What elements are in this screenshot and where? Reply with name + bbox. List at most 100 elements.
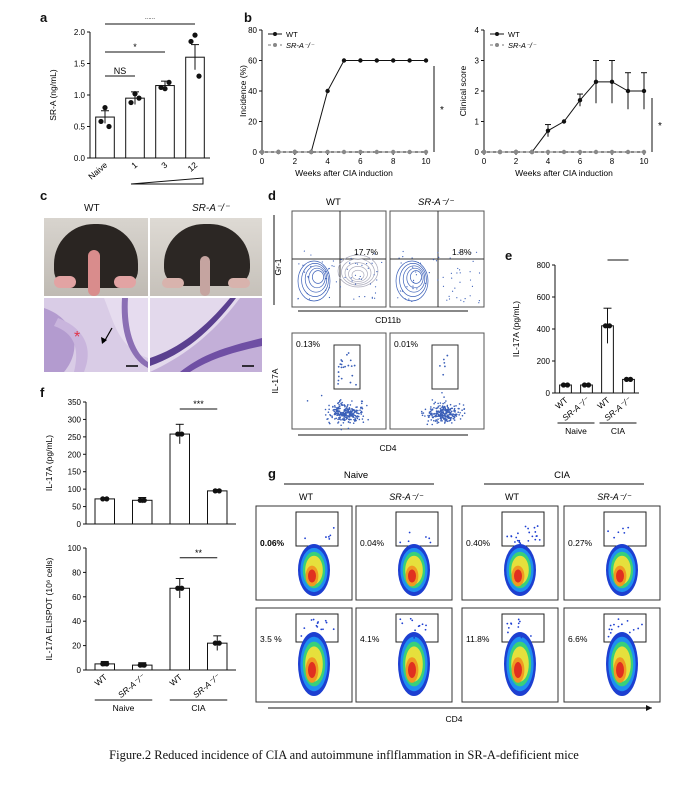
data-point bbox=[423, 149, 429, 155]
facs-dot bbox=[343, 408, 346, 411]
facs-dot bbox=[340, 359, 343, 361]
facs-dot bbox=[369, 283, 372, 285]
facs-dot bbox=[332, 409, 335, 411]
y-tick-label: 1.5 bbox=[74, 60, 86, 69]
y-tick-label: 100 bbox=[68, 544, 82, 553]
facs-dot bbox=[527, 539, 530, 542]
facs-dot bbox=[343, 404, 346, 407]
facs-dot bbox=[334, 406, 336, 408]
data-point bbox=[309, 149, 314, 155]
facs-dot bbox=[331, 416, 333, 419]
facs-dot bbox=[472, 260, 474, 262]
x-tick-label: 1 bbox=[129, 160, 139, 171]
facs-dot bbox=[607, 635, 610, 638]
facs-dot bbox=[413, 281, 415, 283]
facs-dot bbox=[358, 296, 360, 298]
facs-dot bbox=[436, 420, 439, 422]
data-point bbox=[341, 58, 347, 63]
group-label-cia: CIA bbox=[554, 470, 571, 481]
facs-dot bbox=[373, 253, 375, 255]
facs-dot bbox=[320, 394, 323, 397]
panel-d-ko-label: SR-A⁻/⁻ bbox=[418, 197, 454, 208]
facs-dot bbox=[463, 412, 466, 414]
bar bbox=[125, 97, 145, 159]
panel-b-incidence-chart: 0 20 40 60 80 0 2 4 6 8 10 Weeks after CIA inductio… bbox=[238, 26, 444, 178]
y-tick-label: 600 bbox=[537, 293, 551, 302]
facs-dot bbox=[340, 428, 343, 431]
facs-dot bbox=[433, 419, 435, 422]
facs-dot bbox=[310, 265, 312, 268]
facs-dot bbox=[350, 277, 352, 279]
facs-dot bbox=[337, 383, 339, 385]
legend-label: SR-A⁻/⁻ bbox=[508, 41, 537, 50]
facs-dot bbox=[458, 407, 460, 410]
facs-dot bbox=[412, 285, 414, 287]
group-label: CIA bbox=[191, 703, 206, 713]
significance-label: ** bbox=[195, 548, 203, 558]
facs-dot bbox=[441, 416, 443, 419]
facs-dot bbox=[412, 279, 415, 281]
facs-x-arrowhead bbox=[646, 705, 652, 711]
facs-dot bbox=[340, 411, 343, 414]
facs-dot bbox=[357, 412, 359, 415]
y-tick-label: 80 bbox=[72, 568, 81, 577]
facs-dot bbox=[417, 261, 419, 264]
facs-dot bbox=[447, 411, 450, 414]
bar bbox=[132, 499, 153, 525]
facs-gate bbox=[431, 344, 459, 390]
facs-dot bbox=[435, 260, 438, 262]
facs-dot bbox=[361, 400, 364, 403]
facs-density bbox=[514, 569, 522, 583]
facs-dot bbox=[428, 272, 430, 274]
facs-dot bbox=[338, 403, 340, 406]
facs-density bbox=[408, 569, 416, 583]
bar bbox=[155, 85, 175, 159]
facs-dot bbox=[340, 424, 342, 427]
facs-dot bbox=[424, 408, 427, 411]
column-label: SR-A⁻/⁻ bbox=[597, 492, 632, 502]
facs-dot bbox=[337, 379, 340, 382]
facs-dot bbox=[400, 262, 402, 264]
facs-density bbox=[616, 569, 624, 583]
x-tick-label: 0 bbox=[260, 157, 265, 166]
facs-dot bbox=[536, 525, 539, 527]
panel-c: WT SR-A⁻/⁻ * bbox=[44, 200, 262, 372]
facs-dot bbox=[343, 417, 346, 420]
facs-dot bbox=[315, 635, 318, 638]
facs-dot bbox=[439, 364, 441, 367]
facs-dot bbox=[348, 415, 350, 418]
facs-dot bbox=[306, 400, 309, 402]
facs-y-label: IL-17A bbox=[270, 368, 280, 393]
facs-dot bbox=[352, 413, 354, 415]
facs-dot bbox=[304, 537, 306, 540]
data-point bbox=[141, 662, 147, 668]
y-tick-label: 80 bbox=[248, 26, 257, 35]
panel-letter-c: c bbox=[40, 188, 48, 203]
data-point bbox=[100, 661, 106, 667]
facs-dot bbox=[343, 419, 346, 422]
facs-dot bbox=[420, 410, 423, 413]
facs-dot bbox=[356, 263, 359, 265]
data-point bbox=[391, 149, 396, 155]
panel-b-clinical-score-chart: 0 1 2 3 4 0 2 4 6 8 10 Weeks after CIA induction Cli… bbox=[458, 26, 662, 178]
facs-dot bbox=[450, 272, 453, 274]
data-point bbox=[188, 38, 194, 45]
facs-dot bbox=[437, 252, 439, 254]
facs-dot bbox=[350, 418, 352, 421]
facs-dot bbox=[399, 290, 401, 292]
y-tick-label: 400 bbox=[537, 325, 551, 334]
facs-dot bbox=[627, 526, 630, 529]
facs-dot bbox=[352, 408, 355, 411]
facs-dot bbox=[332, 527, 335, 529]
facs-dot bbox=[421, 412, 423, 415]
x-tick-label: Naive bbox=[86, 160, 109, 182]
facs-dot bbox=[428, 537, 431, 540]
facs-dot bbox=[325, 289, 327, 291]
facs-dot bbox=[357, 409, 359, 412]
facs-dot bbox=[402, 250, 404, 253]
facs-dot bbox=[421, 623, 424, 626]
panel-letter-g: g bbox=[268, 466, 276, 481]
x-tick-label: 4 bbox=[325, 157, 330, 166]
facs-dot bbox=[325, 621, 328, 624]
facs-dot bbox=[626, 619, 629, 622]
